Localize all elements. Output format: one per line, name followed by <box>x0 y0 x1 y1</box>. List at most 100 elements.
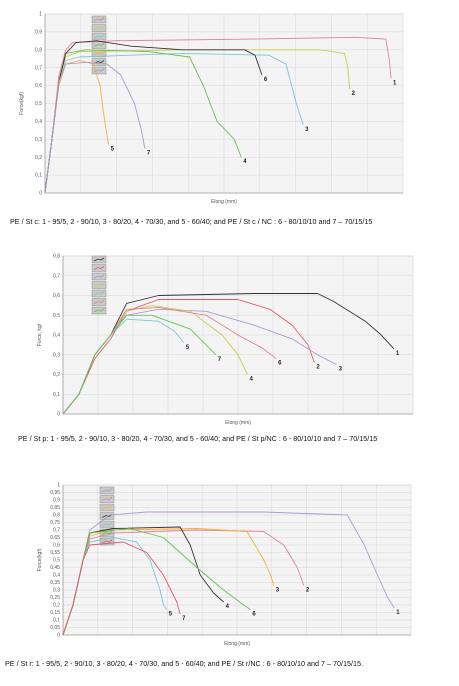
y-tick-label: 0,2 <box>53 603 60 609</box>
y-tick-label: 0,15 <box>50 610 60 616</box>
series-line-2 <box>62 299 315 415</box>
y-tick-label: 0,8 <box>53 513 60 519</box>
series-label-6: 6 <box>278 361 282 367</box>
legend-line <box>93 308 105 313</box>
y-tick-label: 0,95 <box>50 490 60 496</box>
legend-line <box>93 266 105 270</box>
y-tick-label: 0,8 <box>53 254 60 260</box>
caption: PE / St c: 1 - 95/5, 2 - 90/10, 3 - 80/2… <box>10 217 372 226</box>
legend-line <box>93 274 105 279</box>
legend <box>91 15 107 75</box>
y-tick-label: 0 <box>57 633 60 639</box>
series-label-7: 7 <box>147 150 151 156</box>
legend <box>91 255 107 315</box>
series-label-4: 4 <box>226 604 230 610</box>
series-label-2: 2 <box>316 365 320 371</box>
series-label-7: 7 <box>218 357 222 363</box>
series-label-1: 1 <box>393 80 397 86</box>
legend-line <box>93 17 105 22</box>
series-label-5: 5 <box>111 147 115 153</box>
legend-line <box>101 514 113 518</box>
series-label-6: 6 <box>252 612 256 618</box>
legend-line <box>93 283 105 287</box>
y-tick-label: 0,35 <box>50 580 60 586</box>
y-tick-label: 0 <box>57 412 60 418</box>
y-tick-label: 0,9 <box>53 498 60 504</box>
legend-line <box>93 60 105 64</box>
y-tick-label: 0,8 <box>35 47 42 53</box>
y-tick-label: 0,5 <box>53 558 60 564</box>
y-tick-label: 0,1 <box>53 392 60 398</box>
series-label-1: 1 <box>396 610 400 616</box>
y-tick-label: 0,25 <box>50 595 60 601</box>
legend-line <box>93 68 105 73</box>
legend-line <box>93 43 105 47</box>
y-tick-label: 0,3 <box>53 352 60 358</box>
caption: PE / St p: 1 - 95/5, 2 - 90/10, 3 - 80/2… <box>18 434 377 443</box>
y-tick-label: 0,9 <box>35 30 42 36</box>
y-tick-label: 0,7 <box>53 273 60 279</box>
y-tick-label: 0,4 <box>53 573 60 579</box>
series-label-1: 1 <box>396 351 400 357</box>
series-label-6: 6 <box>264 77 268 83</box>
series-label-2: 2 <box>352 91 356 97</box>
y-tick-label: 0,45 <box>50 565 60 571</box>
legend-line <box>93 26 105 30</box>
legend-line <box>93 51 105 56</box>
series-line-7 <box>62 541 181 636</box>
y-tick-label: 0,4 <box>53 333 60 339</box>
legend-line <box>101 488 113 493</box>
x-axis-label: Elong (mm) <box>211 199 237 205</box>
y-tick-label: 0 <box>39 191 42 197</box>
y-axis-label: Force, kgf <box>37 323 43 346</box>
legend-line <box>101 531 113 535</box>
y-tick-label: 0,4 <box>35 119 42 125</box>
series-label-3: 3 <box>276 588 280 594</box>
y-tick-label: 0,6 <box>35 83 42 89</box>
y-tick-label: 0,5 <box>53 313 60 319</box>
series-label-5: 5 <box>186 345 190 351</box>
x-axis-label: Elong (mm) <box>225 420 251 426</box>
series-label-4: 4 <box>243 159 247 165</box>
x-axis-label: Elong (mm) <box>224 641 250 647</box>
y-tick-label: 0,05 <box>50 625 60 631</box>
y-tick-label: 0,65 <box>50 535 60 541</box>
legend-line <box>93 300 105 304</box>
chart-1: 0 0,1 0,2 0,3 0,4 0,5 0,6 0,7 0,8 0,9 1 Elong (mm) F… <box>10 12 404 226</box>
y-tick-label: 0,6 <box>53 543 60 549</box>
series-label-3: 3 <box>339 367 343 373</box>
series-line-7 <box>62 314 217 415</box>
series-label-7: 7 <box>182 616 186 622</box>
y-tick-label: 0,1 <box>35 173 42 179</box>
y-tick-label: 1 <box>39 12 42 18</box>
y-tick-label: 0,5 <box>35 101 42 107</box>
y-tick-label: 0,3 <box>35 137 42 143</box>
legend-line <box>93 34 105 39</box>
legend-line <box>93 291 105 296</box>
legend-line <box>101 522 113 527</box>
y-tick-label: 0,3 <box>53 588 60 594</box>
y-tick-label: 0,85 <box>50 505 60 511</box>
legend-line <box>101 497 113 501</box>
y-tick-label: 1 <box>57 483 60 489</box>
y-tick-label: 0,2 <box>53 372 60 378</box>
legend <box>99 486 115 546</box>
y-tick-label: 0,75 <box>50 520 60 526</box>
series-label-4: 4 <box>250 377 254 383</box>
y-tick-label: 0,6 <box>53 293 60 299</box>
y-tick-label: 0,7 <box>35 65 42 71</box>
y-tick-label: 0,7 <box>53 528 60 534</box>
caption: PE / St r: 1 - 95/5, 2 - 90/10, 3 - 80/2… <box>5 659 363 668</box>
y-axis-label: Force(kgf) <box>37 548 43 571</box>
chart-3: 0 0,050,1 0,150,2 0,250,3 0,350,4 0,450,5 0,55… <box>5 483 412 668</box>
chart-2: 0 0,1 0,2 0,3 0,4 0,5 0,6 0,7 0,8 Elong (mm) Force… <box>18 254 414 443</box>
y-tick-label: 0,55 <box>50 550 60 556</box>
legend-line <box>101 505 113 510</box>
legend-line <box>93 257 105 262</box>
y-tick-label: 0,1 <box>53 618 60 624</box>
series-label-3: 3 <box>305 127 309 133</box>
series-label-2: 2 <box>306 588 310 594</box>
series-label-5: 5 <box>169 612 173 618</box>
y-tick-label: 0,2 <box>35 155 42 161</box>
